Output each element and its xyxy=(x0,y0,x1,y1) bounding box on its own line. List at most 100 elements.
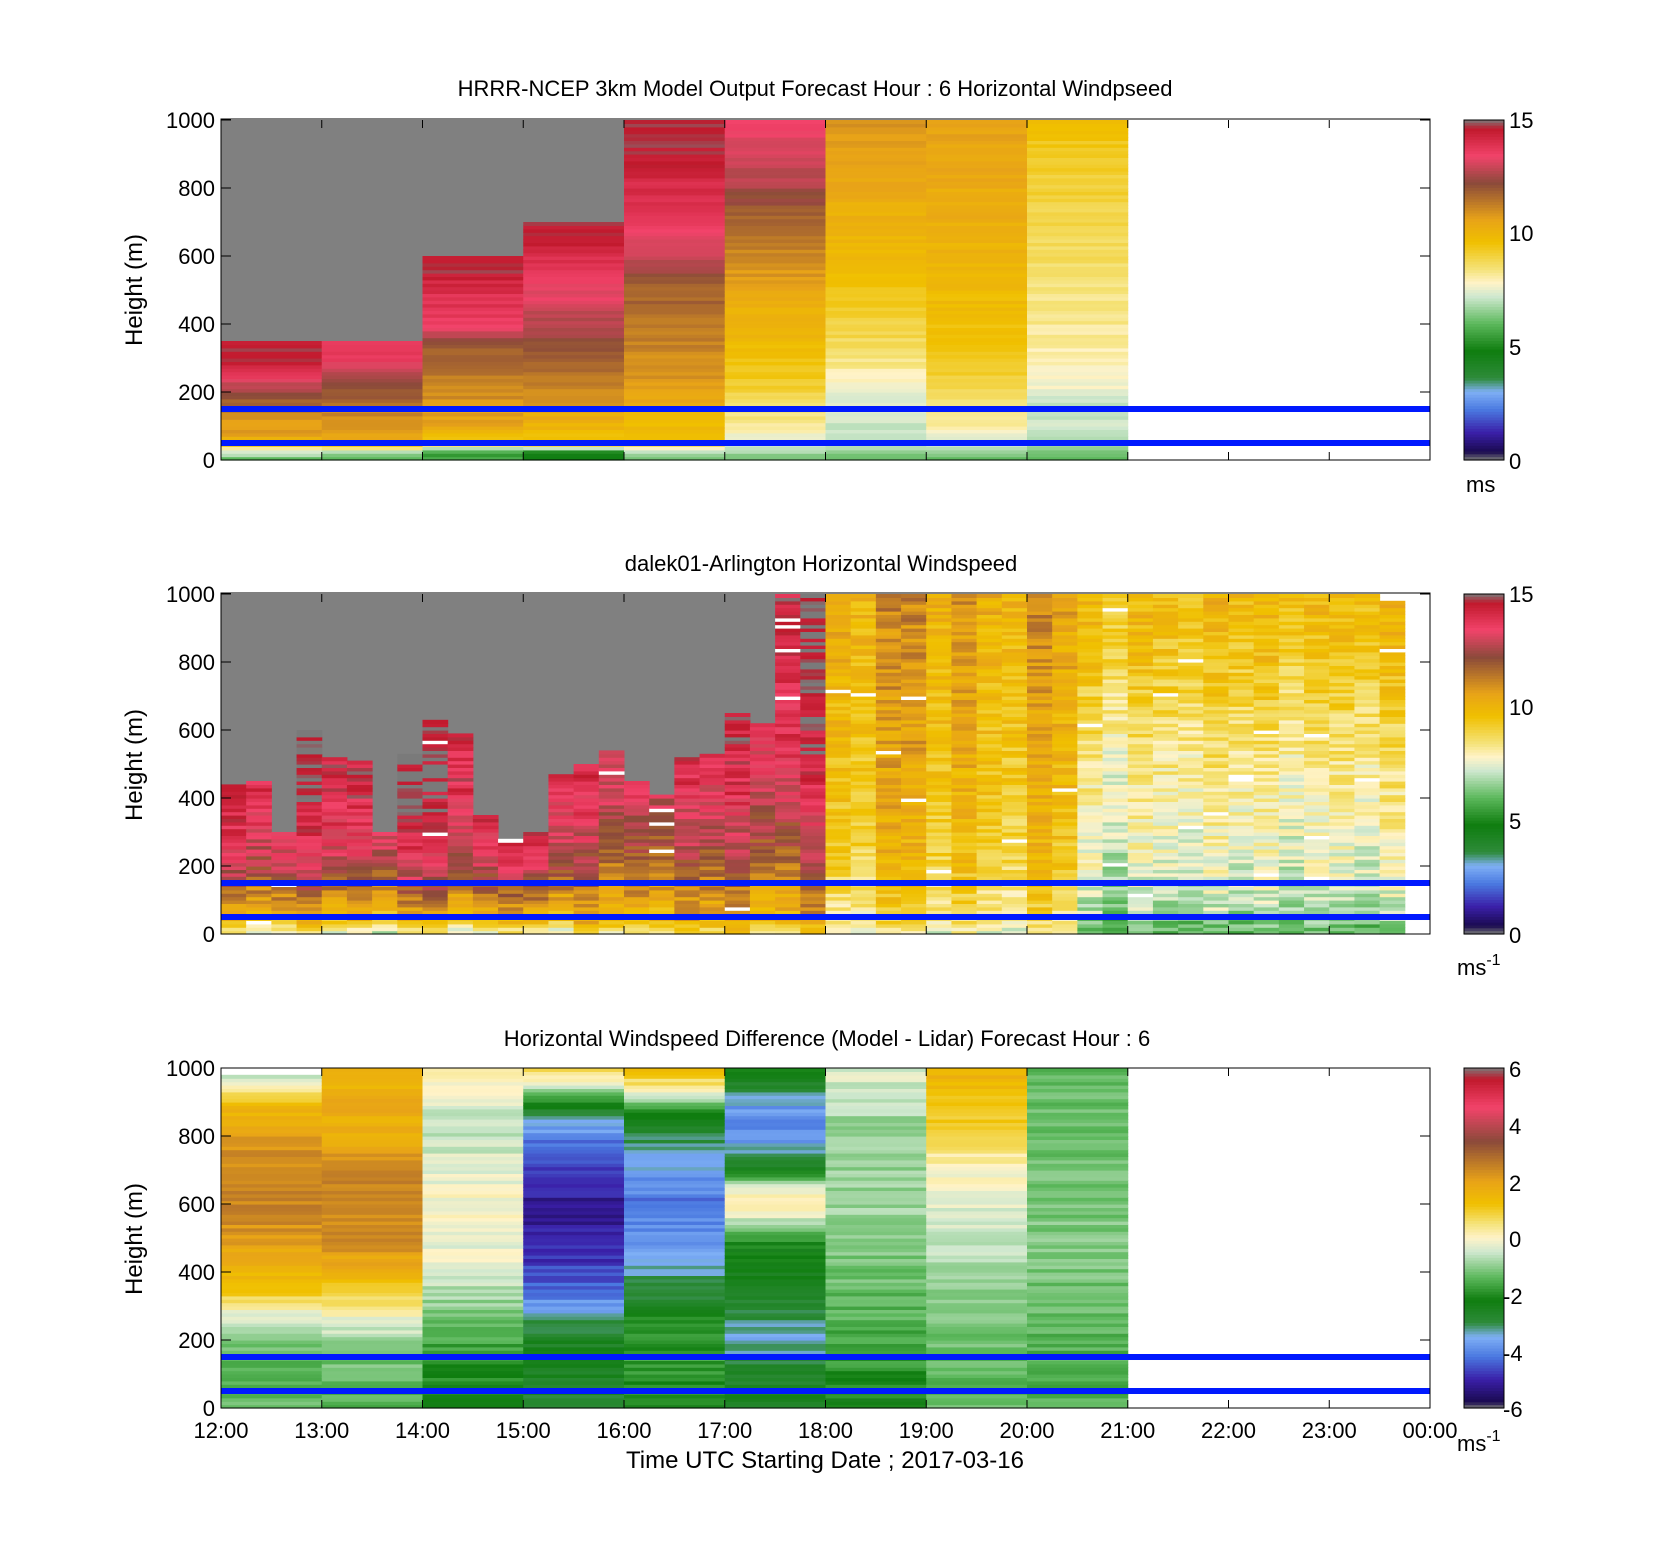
heatmap-cell xyxy=(800,645,826,649)
heatmap-cell xyxy=(1102,682,1129,687)
heatmap-cell xyxy=(573,815,600,819)
heatmap-cell xyxy=(1152,869,1179,874)
heatmap-cell xyxy=(1278,889,1305,894)
heatmap-cell xyxy=(1027,296,1129,301)
heatmap-cell xyxy=(1304,743,1330,748)
heatmap-cell xyxy=(1102,777,1129,782)
heatmap-cell xyxy=(1253,685,1280,690)
heatmap-cell xyxy=(422,774,449,779)
heatmap-cell xyxy=(1253,743,1280,748)
heatmap-cell xyxy=(624,351,726,356)
heatmap-cell xyxy=(1001,668,1028,673)
heatmap-cell xyxy=(825,594,852,598)
heatmap-cell xyxy=(926,381,1028,386)
heatmap-cell xyxy=(1354,801,1381,806)
heatmap-cell xyxy=(800,818,826,823)
heatmap-cell xyxy=(1329,764,1355,768)
colorbar-swatch xyxy=(1464,190,1504,195)
heatmap-cell xyxy=(825,334,927,339)
heatmap-cell xyxy=(422,1214,524,1219)
heatmap-cell xyxy=(422,869,449,874)
heatmap-cell xyxy=(825,147,927,152)
heatmap-cell xyxy=(951,862,978,867)
heatmap-cell xyxy=(422,1285,524,1290)
heatmap-cell xyxy=(1152,702,1179,707)
heatmap-cell xyxy=(800,764,826,768)
heatmap-cell xyxy=(321,869,348,874)
colorbar-swatch xyxy=(1464,772,1504,776)
heatmap-cell xyxy=(321,811,348,816)
colorbar-tick: 15 xyxy=(1509,108,1533,133)
heatmap-cell xyxy=(498,855,524,860)
heatmap-cell xyxy=(926,811,952,816)
heatmap-cell xyxy=(1102,597,1129,602)
heatmap-cell xyxy=(901,668,927,673)
heatmap-cell xyxy=(1354,692,1381,697)
heatmap-cell xyxy=(1253,872,1280,877)
heatmap-cell xyxy=(1379,900,1406,904)
heatmap-cell xyxy=(422,852,449,857)
heatmap-cell xyxy=(951,757,978,762)
heatmap-cell xyxy=(1203,862,1229,867)
heatmap-cell xyxy=(422,1302,524,1307)
heatmap-cell xyxy=(296,849,323,853)
heatmap-cell xyxy=(624,337,726,342)
heatmap-cell xyxy=(447,825,474,830)
heatmap-cell xyxy=(926,818,952,823)
heatmap-cell xyxy=(271,889,298,894)
heatmap-cell xyxy=(1152,767,1179,772)
heatmap-cell xyxy=(246,872,272,877)
heatmap-cell xyxy=(1228,757,1255,762)
heatmap-cell xyxy=(1027,453,1129,458)
heatmap-cell xyxy=(1077,716,1104,721)
heatmap-cell xyxy=(1102,716,1129,721)
heatmap-cell xyxy=(699,920,726,925)
heatmap-cell xyxy=(1102,706,1129,711)
heatmap-cell xyxy=(951,798,978,802)
heatmap-cell xyxy=(1178,672,1204,677)
heatmap-cell xyxy=(1052,777,1078,782)
heatmap-cell xyxy=(901,617,927,622)
heatmap-cell xyxy=(1379,600,1406,605)
heatmap-cell xyxy=(1203,764,1229,768)
colorbar-swatch xyxy=(1464,417,1504,421)
heatmap-cell xyxy=(1052,696,1078,700)
heatmap-cell xyxy=(775,811,801,816)
heatmap-cell xyxy=(901,651,927,656)
heatmap-cell xyxy=(749,886,776,891)
heatmap-cell xyxy=(321,1278,423,1283)
heatmap-cell xyxy=(346,862,373,867)
colorbar-swatch xyxy=(1464,931,1504,935)
heatmap-cell xyxy=(1354,927,1381,932)
heatmap-cell xyxy=(573,804,600,809)
heatmap-cell xyxy=(724,147,826,152)
heatmap-cell xyxy=(1077,747,1104,751)
heatmap-cell xyxy=(951,733,978,738)
colorbar-swatch xyxy=(1464,329,1504,334)
heatmap-cell xyxy=(976,655,1003,660)
heatmap-cell xyxy=(724,211,826,216)
heatmap-cell xyxy=(1102,641,1129,646)
heatmap-cell xyxy=(825,910,852,915)
heatmap-cell xyxy=(1077,835,1104,840)
heatmap-cell xyxy=(321,1159,423,1164)
heatmap-cell xyxy=(674,760,701,765)
heatmap-cell xyxy=(1379,927,1406,932)
heatmap-cell xyxy=(523,900,549,904)
heatmap-cell xyxy=(1253,801,1280,806)
heatmap-cell xyxy=(1278,740,1305,745)
heatmap-cell xyxy=(397,930,423,935)
heatmap-cell xyxy=(472,866,499,870)
heatmap-cell xyxy=(397,770,423,775)
heatmap-cell xyxy=(775,679,801,683)
heatmap-cell xyxy=(1329,675,1355,680)
heatmap-cell xyxy=(321,845,348,850)
heatmap-cell xyxy=(1027,750,1053,755)
heatmap-cell xyxy=(724,341,826,345)
heatmap-cell xyxy=(951,597,978,602)
heatmap-cell xyxy=(800,648,826,653)
heatmap-cell xyxy=(825,208,927,213)
heatmap-cell xyxy=(1228,777,1255,782)
heatmap-cell xyxy=(699,760,726,765)
heatmap-cell xyxy=(1178,764,1204,768)
